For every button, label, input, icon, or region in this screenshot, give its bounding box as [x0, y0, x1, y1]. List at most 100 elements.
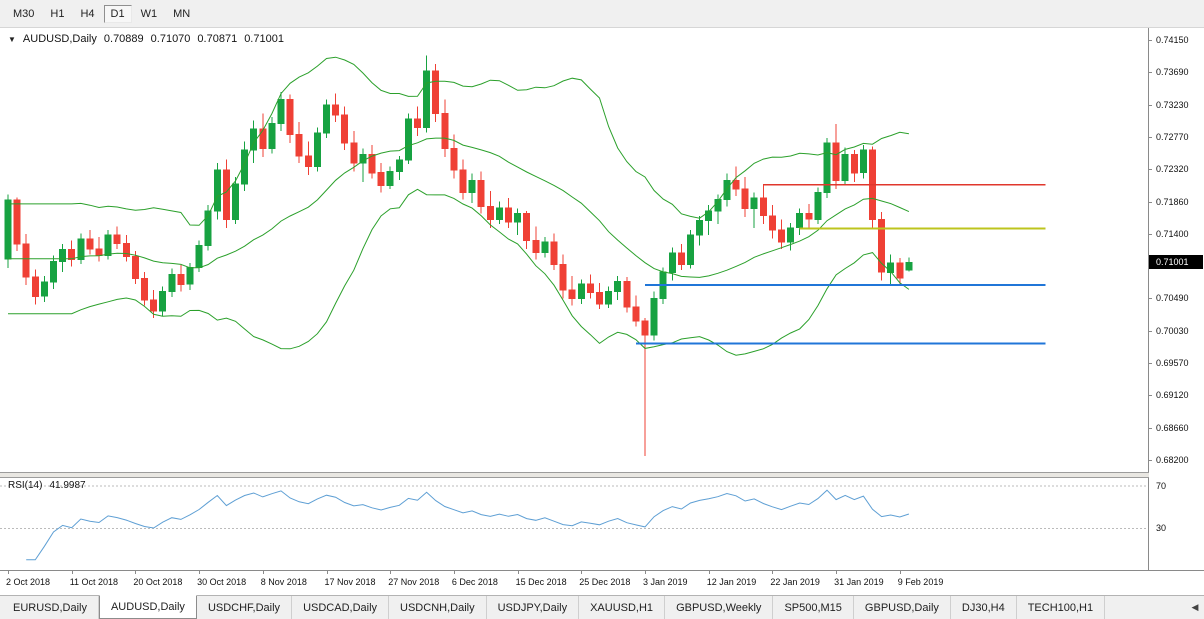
candle	[95, 236, 103, 262]
chart-tab-bar: EURUSD,Daily AUDUSD,Daily USDCHF,Daily USDC…	[0, 595, 1204, 619]
candle	[859, 145, 867, 179]
candle	[350, 131, 358, 172]
candle	[377, 162, 385, 193]
candle	[577, 279, 585, 304]
candle	[77, 233, 85, 264]
candle	[59, 244, 67, 273]
timeframe-button-d1[interactable]: D1	[103, 4, 132, 23]
chart-tab-usdcad-daily[interactable]: USDCAD,Daily	[292, 596, 390, 619]
candle	[495, 201, 503, 225]
price-axis-tick	[1149, 395, 1152, 397]
candle	[313, 127, 321, 172]
time-axis-tick	[645, 571, 646, 574]
chart-tab-usdcnh-daily[interactable]: USDCNH,Daily	[389, 596, 487, 619]
rsi-value: 41.9987	[49, 480, 86, 491]
time-scale[interactable]: 2 Oct 2018 11 Oct 2018 20 Oct 2018 30 Oct 2…	[0, 570, 1204, 595]
chart-tab-xauusd-h1[interactable]: XAUUSD,H1	[579, 596, 666, 619]
candle	[805, 203, 813, 228]
time-axis-label: 27 Nov 2018	[388, 577, 440, 587]
candle	[841, 147, 849, 186]
price-axis-label: 0.68660	[1156, 422, 1189, 433]
price-axis-tick	[1149, 169, 1152, 171]
chart-tab-usdchf-daily[interactable]: USDCHF,Daily	[197, 596, 293, 619]
candle	[768, 205, 776, 239]
candle	[559, 254, 567, 299]
bollinger-middle-band	[8, 137, 910, 278]
time-axis-label: 9 Feb 2019	[897, 577, 944, 587]
timeframe-button-w1[interactable]: W1	[140, 7, 158, 20]
candle	[605, 286, 613, 309]
chart-tab-dj30-h4[interactable]: DJ30,H4	[951, 596, 1017, 619]
indicator-window-divider[interactable]	[0, 472, 1204, 478]
candle	[750, 192, 758, 228]
time-axis-label: 6 Dec 2018	[451, 577, 498, 587]
price-axis-label: 0.70030	[1156, 325, 1189, 336]
chart-tab-tech100-h1[interactable]: TECH100,H1	[1017, 596, 1106, 619]
timeframe-button-mn[interactable]: MN	[173, 7, 191, 20]
rsi-indicator-label: RSI(14) 41.9987	[8, 480, 86, 491]
timeframe-button-m30[interactable]: M30	[13, 7, 35, 20]
price-axis-tick	[1149, 137, 1152, 139]
time-axis-tick	[326, 571, 328, 574]
candle	[723, 173, 731, 207]
candle	[850, 150, 858, 182]
chart-tab-audusd-daily[interactable]: AUDUSD,Daily	[98, 595, 197, 619]
price-scale[interactable]: 0.71001 0.74150 0.73690 0.73230 0.72770 0.72…	[1149, 28, 1204, 570]
rsi-name: RSI(14)	[8, 480, 43, 491]
chart-tab-eurusd-daily[interactable]: EURUSD,Daily	[2, 596, 99, 619]
time-axis-label: 30 Oct 2018	[197, 577, 247, 587]
main-chart-canvas[interactable]	[0, 28, 1148, 472]
candle	[122, 234, 130, 262]
time-axis-tick	[262, 571, 264, 574]
candle	[596, 282, 603, 309]
time-axis-tick	[708, 571, 710, 574]
tab-scroll-left-icon[interactable]: ◀	[1191, 602, 1199, 612]
timeframe-button-h4[interactable]: H4	[80, 7, 95, 20]
candle	[286, 94, 294, 144]
candle	[441, 99, 449, 158]
candle	[796, 208, 804, 235]
candle	[31, 269, 39, 305]
price-axis-label: 0.71860	[1156, 196, 1189, 207]
time-axis-label: 31 Jan 2019	[834, 577, 884, 587]
candle	[741, 176, 749, 218]
candle	[905, 257, 913, 272]
candle	[423, 55, 431, 133]
time-axis-tick	[772, 571, 774, 574]
chart-tab-sp500-m15[interactable]: SP500,M15	[773, 596, 854, 619]
candle	[614, 275, 622, 300]
time-axis-tick	[135, 571, 137, 574]
chart-title: ▼ AUDUSD,Daily 0.70889 0.71070 0.70871 0…	[8, 33, 284, 45]
candle	[532, 226, 540, 260]
candle	[459, 159, 467, 200]
price-axis-tick	[1149, 427, 1152, 429]
candle	[450, 134, 458, 179]
candle	[13, 197, 21, 252]
timeframe-button-h1[interactable]: H1	[50, 7, 65, 20]
time-axis-tick	[71, 571, 73, 574]
rsi-indicator-canvas[interactable]	[0, 478, 1148, 570]
candle	[386, 166, 394, 189]
time-axis-tick	[390, 571, 392, 574]
chart-tab-gbpusd-daily[interactable]: GBPUSD,Daily	[854, 596, 951, 619]
candle	[332, 93, 340, 122]
price-axis-label: 0.74150	[1156, 35, 1189, 45]
chart-tab-usdjpy-daily[interactable]: USDJPY,Daily	[487, 596, 580, 619]
chart-high-value: 0.71070	[150, 33, 191, 45]
candle	[550, 233, 558, 271]
candle	[878, 212, 886, 281]
time-axis-label: 15 Dec 2018	[515, 577, 567, 587]
time-axis-tick	[581, 571, 583, 574]
candle	[514, 208, 522, 235]
price-axis-label: 0.70490	[1156, 293, 1189, 304]
chart-tab-gbpusd-weekly[interactable]: GBPUSD,Weekly	[665, 596, 774, 619]
candle	[541, 236, 549, 258]
candle	[323, 99, 330, 139]
candle	[477, 171, 485, 214]
time-axis-tick	[517, 571, 519, 574]
time-axis-tick	[836, 571, 838, 574]
one-click-trading-arrow-icon[interactable]: ▼	[8, 34, 16, 44]
candle	[141, 272, 148, 306]
candle	[259, 113, 267, 158]
bollinger-upper-band	[8, 56, 909, 226]
